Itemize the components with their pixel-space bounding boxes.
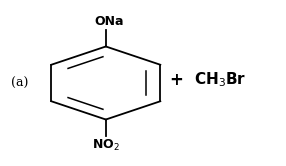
Text: ONa: ONa — [94, 15, 124, 28]
Text: +: + — [169, 71, 183, 89]
Text: CH$_3$Br: CH$_3$Br — [194, 70, 247, 89]
Text: NO$_2$: NO$_2$ — [92, 138, 120, 153]
Text: (a): (a) — [11, 77, 29, 89]
